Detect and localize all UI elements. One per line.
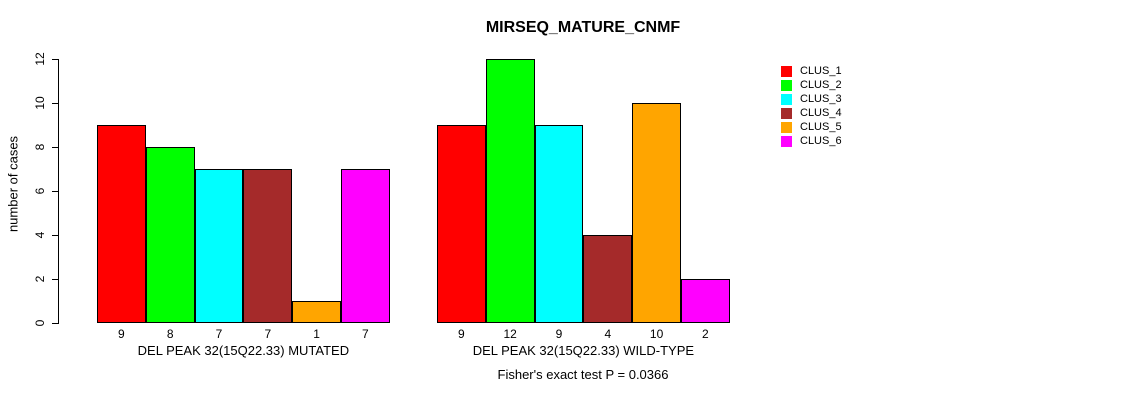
y-axis-tick-mark [52, 146, 58, 148]
legend-label: CLUS_6 [800, 135, 842, 147]
y-axis-tick-mark [52, 58, 58, 60]
bar-value-label: 7 [362, 327, 369, 341]
bar-clus_4 [583, 235, 633, 323]
legend-item: CLUS_2 [781, 78, 842, 92]
y-axis-tick-label: 12 [33, 52, 47, 66]
bar-value-label: 9 [458, 327, 465, 341]
bar-clus_2 [485, 59, 535, 323]
y-axis-tick-label: 10 [33, 96, 47, 110]
y-axis-tick-mark [52, 234, 58, 236]
y-axis-tick-label: 4 [33, 231, 47, 239]
legend-swatch-clus_6 [781, 135, 792, 147]
y-axis-line [58, 59, 59, 324]
bar-clus_6 [341, 169, 390, 323]
bar-value-label: 10 [649, 327, 664, 341]
y-axis-label: number of cases [5, 135, 21, 233]
legend-item: CLUS_6 [781, 134, 842, 148]
bar-value-label: 9 [555, 327, 563, 341]
legend-item: CLUS_5 [781, 120, 842, 134]
bar-clus_3 [534, 125, 584, 323]
legend-item: CLUS_4 [781, 106, 842, 120]
y-axis-tick-label: 8 [33, 143, 47, 151]
y-axis-tick-label: 2 [33, 275, 47, 283]
bar-clus_1 [97, 125, 146, 323]
bar-value-label: 8 [166, 327, 174, 341]
legend-swatch-clus_1 [781, 65, 792, 77]
legend-swatch-clus_2 [781, 79, 792, 91]
legend-label: CLUS_5 [800, 121, 842, 133]
y-axis-tick-label: 6 [33, 187, 47, 195]
bar-clus_3 [194, 169, 244, 323]
legend-label: CLUS_3 [800, 93, 842, 105]
y-axis-tick-mark [52, 102, 58, 104]
legend-swatch-clus_5 [781, 121, 792, 133]
legend-label: CLUS_2 [800, 79, 842, 91]
legend-swatch-clus_4 [781, 107, 792, 119]
legend-swatch-clus_3 [781, 93, 792, 105]
legend-item: CLUS_3 [781, 92, 842, 106]
legend-label: CLUS_4 [800, 107, 842, 119]
legend-label: CLUS_1 [800, 65, 842, 77]
y-axis-tick-mark [52, 322, 58, 324]
x-axis-group-label: DEL PEAK 32(15Q22.33) WILD-TYPE [472, 343, 695, 358]
bar-clus_6 [681, 279, 730, 323]
x-axis-group-label: DEL PEAK 32(15Q22.33) MUTATED [137, 343, 350, 358]
bar-clus_2 [145, 147, 195, 323]
y-axis-tick-label: 0 [33, 319, 47, 327]
legend-item: CLUS_1 [781, 64, 842, 78]
bar-value-label: 2 [702, 327, 709, 341]
bar-clus_5 [632, 103, 681, 323]
bar-value-label: 12 [503, 327, 517, 341]
y-axis-tick-mark [52, 278, 58, 280]
bar-value-label: 7 [215, 327, 223, 341]
bar-clus_4 [243, 169, 293, 323]
bar-value-label: 1 [313, 327, 320, 341]
bar-value-label: 9 [118, 327, 125, 341]
bar-clus_5 [292, 301, 341, 323]
bar-value-label: 7 [264, 327, 272, 341]
y-axis-tick-mark [52, 190, 58, 192]
fisher-test-footnote: Fisher's exact test P = 0.0366 [497, 367, 669, 382]
bar-value-label: 4 [604, 327, 612, 341]
chart-title: MIRSEQ_MATURE_CNMF [485, 19, 681, 36]
bar-clus_1 [437, 125, 486, 323]
